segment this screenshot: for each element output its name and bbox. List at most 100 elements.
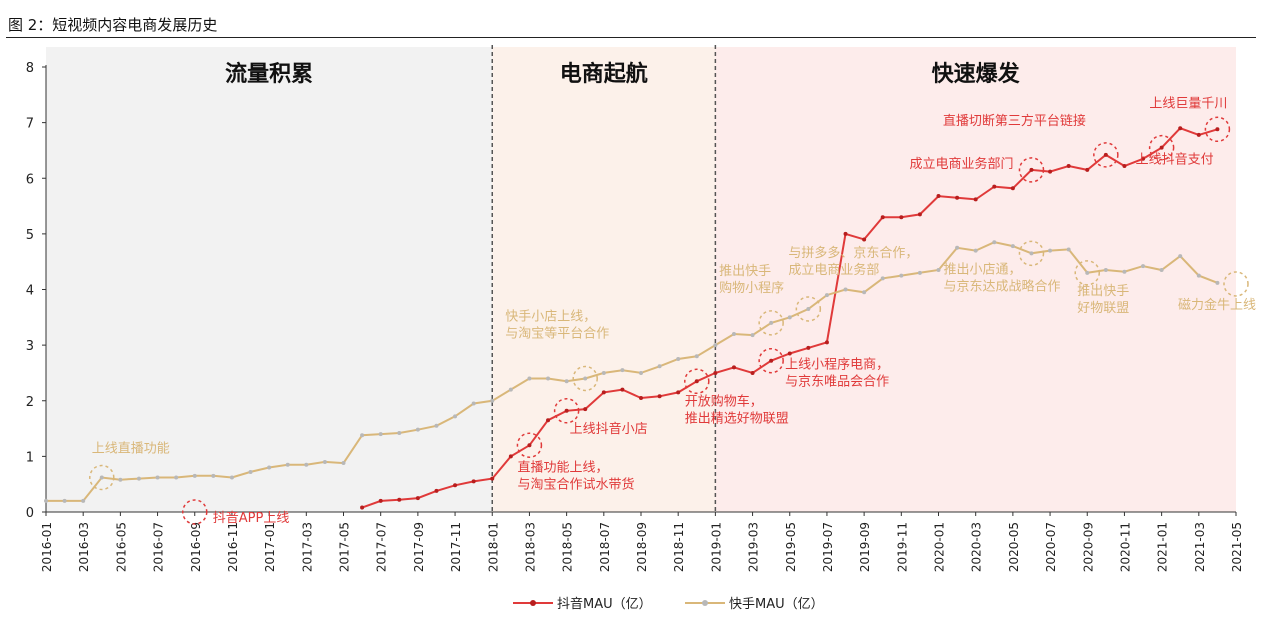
data-point [936,194,941,199]
data-point [44,498,48,503]
data-point [694,354,699,359]
x-tick-label: 2016-01 [40,522,54,572]
data-point [229,475,234,480]
x-tick-label: 2020-01 [933,522,947,572]
data-point [434,488,439,493]
legend-marker [530,600,536,606]
x-tick-label: 2018-03 [523,522,537,572]
x-tick-label: 2021-01 [1156,522,1170,572]
y-tick-label: 0 [26,506,34,521]
data-point [917,212,922,217]
x-tick-label: 2019-03 [747,522,761,572]
data-point [731,365,736,370]
y-tick-label: 7 [26,117,34,132]
x-tick-label: 2020-11 [1118,522,1132,572]
data-point [824,340,829,345]
data-point [769,358,774,363]
y-tick-label: 2 [26,395,34,410]
annotation-marker [1148,134,1175,161]
x-tick-label: 2019-09 [858,522,872,572]
data-point [899,215,904,220]
data-point [99,475,104,480]
phase-labels: 流量积累 电商起航 快速爆发 [225,61,1021,87]
data-point [676,357,681,362]
y-tick-label: 3 [26,339,34,354]
data-point [1178,254,1183,259]
data-point [1048,169,1053,174]
annotation-marker [758,347,784,374]
data-point [378,432,383,437]
data-point [639,395,643,400]
phase-bands [46,45,1236,512]
data-point [583,376,588,381]
annotation-marker [795,296,822,322]
x-tick-label: 2019-05 [784,522,798,572]
data-point [211,473,216,478]
x-tick-label: 2018-09 [635,522,649,572]
data-point [955,245,960,250]
y-tick-label: 5 [26,228,34,243]
data-point [1010,186,1015,191]
data-point [1048,248,1053,253]
data-point [490,476,495,481]
annotation-marker [1093,142,1119,168]
data-point [1029,251,1034,256]
data-point [322,459,327,464]
data-point [1010,244,1015,249]
data-point [192,473,197,478]
data-point [601,390,606,395]
data-point [1159,268,1164,273]
data-point [973,197,978,202]
data-point [992,184,997,189]
y-tick-label: 8 [26,61,34,76]
data-point [453,414,458,419]
series-lines [44,126,1220,510]
annotation-marker [1018,157,1045,183]
annotation-marker [758,310,784,336]
x-tick-label: 2019-01 [709,522,723,572]
annotation-label: 抖音APP上线 [213,510,290,526]
legend-label: 快手MAU（亿） [729,597,824,612]
y-tick-label: 4 [26,284,34,299]
annotation-marker [572,365,598,392]
data-point [899,273,904,278]
data-point [583,407,588,412]
data-point [546,376,551,381]
data-point [1215,127,1220,132]
data-point [620,368,625,373]
data-point [806,306,811,311]
data-point [620,387,625,392]
data-point [601,370,606,375]
data-point [973,248,978,253]
data-point [248,469,253,474]
data-point [862,290,867,295]
x-tick-label: 2021-03 [1193,522,1207,572]
x-tick-label: 2016-11 [226,522,240,572]
data-point [415,427,420,432]
data-point [1196,132,1201,137]
annotation-label: 推出小店通，与京东达成战略合作 [943,262,1060,294]
annotation-label: 快手小店上线，与淘宝等平台合作 [505,310,609,342]
x-tick-label: 2020-09 [1081,522,1095,572]
y-tick-label: 6 [26,172,34,187]
x-tick-label: 2019-07 [821,522,835,572]
x-tick-label: 2018-07 [598,522,612,572]
annotation-label: 上线巨量千川 [1149,96,1227,111]
annotation-label: 直播功能上线，与淘宝合作试水带货 [517,460,634,492]
data-point [806,345,811,350]
data-point [434,423,439,428]
data-point [657,394,662,399]
data-point [787,315,792,320]
data-point [564,379,569,384]
data-point [527,376,532,381]
phase-label: 电商起航 [560,61,648,87]
annotation-label: 上线抖音小店 [570,421,648,437]
data-point [1178,126,1183,131]
data-point [62,498,67,503]
x-tick-label: 2017-09 [412,522,426,572]
annotation-marker [1018,240,1045,267]
data-point [490,398,495,403]
annotation-marker [1223,271,1249,297]
data-point [1085,167,1090,172]
x-tick-label: 2017-11 [449,522,463,572]
